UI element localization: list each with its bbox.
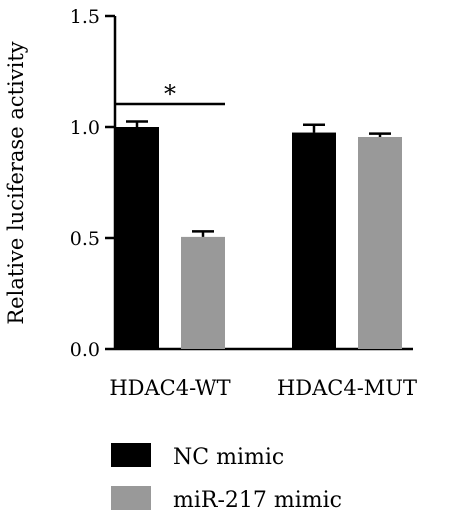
bar-mir-217-mimic-hdac4-wt xyxy=(181,236,225,349)
bar-nc-mimic-hdac4-mut xyxy=(292,132,336,349)
legend-label: miR-217 mimic xyxy=(173,488,342,513)
axis-layer: Relative luciferase activity xyxy=(4,16,413,351)
x-category-label: HDAC4-WT xyxy=(109,376,230,400)
x-category-label: HDAC4-MUT xyxy=(277,376,417,400)
y-tick-label: 1.0 xyxy=(70,117,100,139)
y-tick-label: 0.0 xyxy=(70,339,100,361)
y-ticks: 0.0 0.5 1.0 1.5 xyxy=(70,6,115,361)
significance-annotations: * xyxy=(115,80,225,108)
legend-label: NC mimic xyxy=(173,445,284,470)
legend-swatch xyxy=(111,486,151,510)
y-tick-label: 1.5 xyxy=(70,6,100,28)
legend: NC mimic miR-217 mimic xyxy=(111,443,342,513)
y-tick-label: 0.5 xyxy=(70,228,100,250)
significance-star: * xyxy=(164,80,176,108)
y-axis-title: Relative luciferase activity xyxy=(4,41,28,324)
category-labels: HDAC4-WT HDAC4-MUT xyxy=(109,376,417,400)
bars xyxy=(115,127,402,349)
legend-swatch xyxy=(111,443,151,467)
bar-nc-mimic-hdac4-wt xyxy=(115,127,159,349)
bar-mir-217-mimic-hdac4-mut xyxy=(358,136,402,349)
error-bars xyxy=(126,120,391,237)
